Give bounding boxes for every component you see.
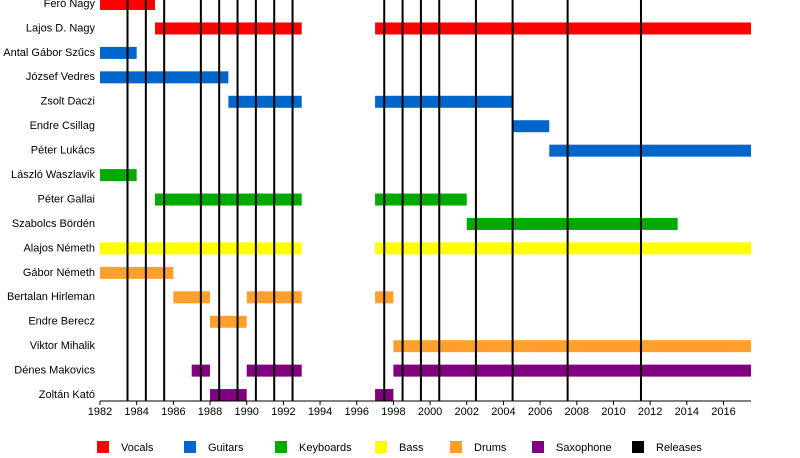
row-label: Bertalan Hirleman	[7, 291, 95, 303]
x-tick-label: 1998	[381, 406, 405, 418]
row-label: Endre Berecz	[28, 316, 95, 328]
legend-swatch	[97, 441, 109, 453]
legend-swatch	[184, 441, 196, 453]
bar	[173, 291, 211, 304]
legend-swatch	[375, 441, 387, 453]
legend-swatch	[450, 441, 462, 453]
row-label: Szabolcs Bördén	[12, 218, 95, 230]
legend-label: Guitars	[208, 442, 244, 454]
row-label: Dénes Makovics	[14, 365, 95, 377]
legend-swatch	[632, 441, 644, 453]
bar	[466, 217, 678, 230]
row-label: Zsolt Daczi	[41, 96, 95, 108]
row-label: Gábor Németh	[23, 267, 95, 279]
legend-label: Saxophone	[556, 442, 612, 454]
x-tick-label: 1996	[344, 406, 368, 418]
bar	[393, 364, 751, 377]
row-label: Péter Lukács	[31, 145, 96, 157]
row-label: József Vedres	[26, 71, 96, 83]
bar	[512, 120, 550, 133]
bar	[393, 340, 751, 353]
legend-label: Vocals	[121, 442, 154, 454]
bar	[155, 22, 302, 35]
legend-label: Keyboards	[299, 442, 352, 454]
bar	[100, 169, 137, 182]
x-tick-label: 2006	[528, 406, 552, 418]
x-tick-label: 1988	[198, 406, 222, 418]
bar	[210, 315, 247, 328]
row-label: Antal Gábor Szűcs	[3, 47, 95, 59]
x-tick-label: 1984	[124, 406, 148, 418]
bar	[155, 193, 302, 206]
x-tick-label: 2016	[711, 406, 735, 418]
bar	[549, 144, 751, 157]
x-tick-label: 2014	[675, 406, 699, 418]
x-tick-label: 2002	[455, 406, 479, 418]
legend-label: Bass	[399, 442, 424, 454]
x-tick-label: 1994	[308, 406, 332, 418]
x-tick-label: 2004	[491, 406, 515, 418]
row-label: László Waszlavik	[11, 169, 95, 181]
bar	[100, 266, 174, 279]
bar	[228, 95, 302, 108]
row-label: Lajos D. Nagy	[26, 22, 96, 34]
x-tick-label: 2008	[565, 406, 589, 418]
x-tick-label: 1986	[161, 406, 185, 418]
x-tick-label: 1992	[271, 406, 295, 418]
bar	[210, 389, 247, 402]
bar	[375, 95, 513, 108]
x-tick-label: 2000	[418, 406, 442, 418]
row-label: Endre Csillag	[30, 120, 95, 132]
x-tick-label: 2012	[638, 406, 662, 418]
legend-swatch	[532, 441, 544, 453]
row-label: Viktor Mihalik	[30, 340, 96, 352]
bar	[375, 22, 751, 35]
row-label: Zoltán Kató	[39, 389, 95, 401]
legend-label: Drums	[474, 442, 507, 454]
legend-swatch	[275, 441, 287, 453]
x-tick-label: 1990	[234, 406, 258, 418]
legend-label: Releases	[656, 442, 702, 454]
row-label: Feró Nagy	[44, 0, 96, 10]
x-tick-label: 2010	[601, 406, 625, 418]
bar	[375, 242, 751, 255]
x-tick-label: 1982	[88, 406, 112, 418]
row-label: Alajos Németh	[23, 242, 95, 254]
row-label: Péter Gallai	[38, 193, 95, 205]
bar	[100, 46, 137, 59]
